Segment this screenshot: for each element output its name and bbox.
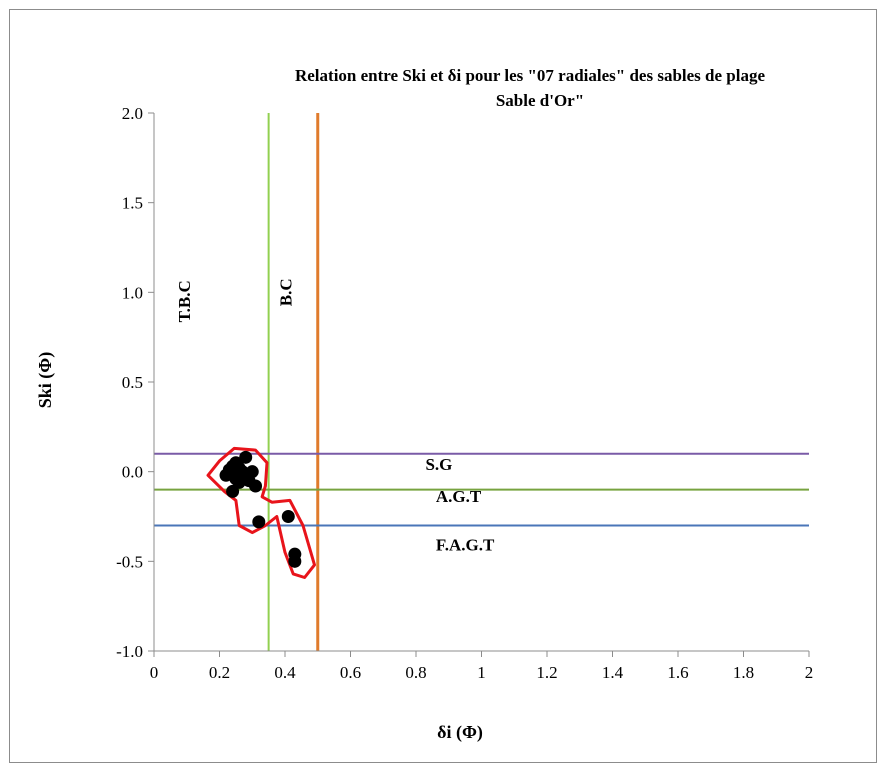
x-tick-label: 1.4 xyxy=(602,663,624,682)
zone-label: B.C xyxy=(277,278,296,306)
data-point xyxy=(226,484,240,498)
chart-title-line1: Relation entre Ski et δi pour les "07 ra… xyxy=(295,66,765,85)
x-tick-label: 2 xyxy=(805,663,814,682)
y-tick-label: 2.0 xyxy=(122,104,143,123)
axes: 2.0 1.5 1.0 0.5 0.0 -0.5 -1.0 0 0.2 0.4 0.6 0.8 1 1.2… xyxy=(116,104,813,682)
zone-annotations: T.B.C B.C S.G A.G.T F.A.G.T xyxy=(175,278,495,554)
x-tick-label: 1.6 xyxy=(667,663,688,682)
zone-label: A.G.T xyxy=(436,487,482,506)
x-tick-label: 0.4 xyxy=(274,663,296,682)
data-point xyxy=(288,554,302,568)
chart-frame: Relation entre Ski et δi pour les "07 ra… xyxy=(9,9,877,763)
x-tick-label: 0 xyxy=(150,663,159,682)
data-point xyxy=(252,515,266,529)
highlight-region xyxy=(206,446,316,579)
zone-label: S.G xyxy=(425,455,452,474)
y-tick-label: -1.0 xyxy=(116,642,143,661)
reference-lines xyxy=(154,113,809,651)
y-tick-label: 1.5 xyxy=(122,194,143,213)
data-point xyxy=(239,450,253,464)
data-point xyxy=(281,510,295,523)
data-points xyxy=(219,450,302,568)
x-tick-label: 0.8 xyxy=(405,663,426,682)
y-tick-label: -0.5 xyxy=(116,552,143,571)
x-tick-label: 0.6 xyxy=(340,663,361,682)
x-tick-label: 1.2 xyxy=(536,663,557,682)
y-axis-label: Ski (Φ) xyxy=(35,352,56,408)
scatter-chart: Relation entre Ski et δi pour les "07 ra… xyxy=(35,66,813,743)
x-tick-label: 0.2 xyxy=(209,663,230,682)
x-tick-label: 1 xyxy=(477,663,486,682)
chart-title-line2: Sable d'Or" xyxy=(496,91,584,110)
y-tick-label: 1.0 xyxy=(122,283,143,302)
x-tick-label: 1.8 xyxy=(733,663,754,682)
zone-label: F.A.G.T xyxy=(436,536,495,555)
y-tick-label: 0.5 xyxy=(122,373,143,392)
highlight-outline xyxy=(206,446,316,579)
data-point xyxy=(245,465,259,479)
x-axis-label: δi (Φ) xyxy=(437,722,483,743)
data-point xyxy=(249,479,263,493)
zone-label: T.B.C xyxy=(175,280,194,322)
y-tick-label: 0.0 xyxy=(122,463,143,482)
